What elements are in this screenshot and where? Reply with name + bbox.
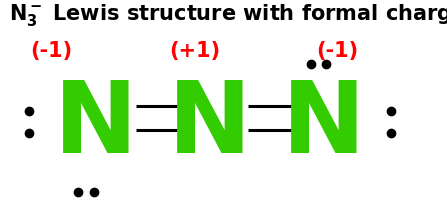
Text: N: N: [54, 78, 138, 174]
Text: N: N: [282, 78, 366, 174]
Text: $\mathbf{N_3^-}$ Lewis structure with formal charges: $\mathbf{N_3^-}$ Lewis structure with fo…: [9, 2, 447, 28]
Text: (-1): (-1): [316, 41, 358, 61]
Text: (-1): (-1): [30, 41, 72, 61]
Text: N: N: [168, 78, 252, 174]
Text: (+1): (+1): [169, 41, 220, 61]
